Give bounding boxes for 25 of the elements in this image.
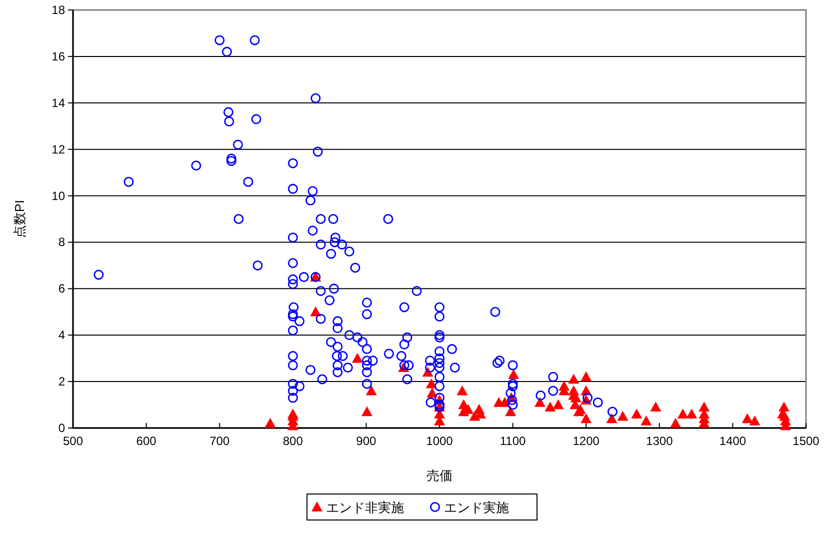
x-tick-label: 900 — [356, 434, 377, 448]
x-tick-label: 1100 — [500, 434, 526, 448]
y-tick-label: 6 — [58, 282, 66, 296]
x-tick-label: 800 — [282, 434, 304, 448]
y-tick-label: 12 — [52, 142, 66, 156]
x-tick-label: 700 — [210, 434, 230, 448]
y-tick-label: 16 — [52, 49, 66, 64]
y-tick-label: 8 — [58, 235, 66, 250]
y-tick-label: 4 — [58, 328, 66, 342]
legend-label: エンド実施 — [444, 500, 509, 515]
x-tick-label: 1500 — [792, 434, 820, 448]
x-tick-label: 1300 — [646, 434, 674, 448]
y-tick-label: 14 — [52, 96, 66, 110]
legend-label: エンド非実施 — [326, 500, 404, 515]
x-tick-label: 500 — [62, 434, 84, 448]
x-tick-label: 1000 — [426, 434, 454, 448]
y-tick-label: 2 — [58, 374, 66, 389]
y-tick-label: 0 — [58, 421, 66, 435]
x-tick-label: 600 — [136, 434, 157, 448]
x-axis-title: 売価 — [426, 468, 452, 483]
y-tick-label: 10 — [52, 188, 66, 203]
x-tick-label: 1400 — [719, 434, 746, 448]
x-tick-label: 1200 — [572, 434, 600, 448]
y-axis-title: 点数PI — [12, 200, 27, 238]
y-tick-label: 18 — [52, 3, 66, 17]
